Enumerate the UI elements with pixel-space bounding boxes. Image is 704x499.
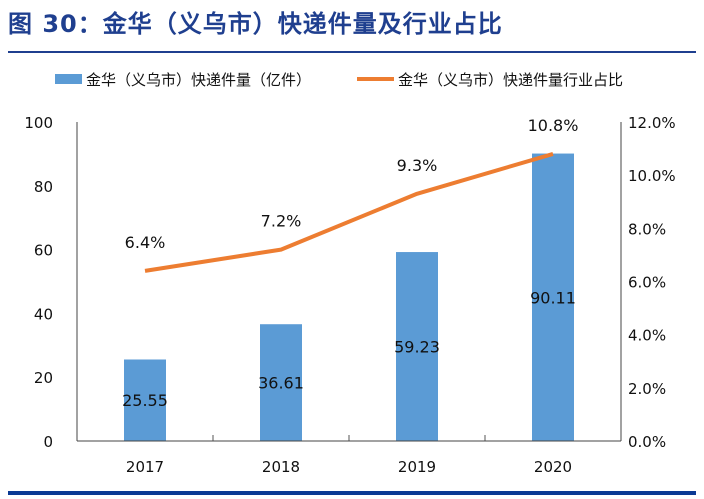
right-tick-label: 0.0%	[628, 433, 666, 451]
right-tick-label: 8.0%	[628, 220, 666, 238]
left-tick-label: 100	[24, 114, 53, 132]
line-data-label: 10.8%	[528, 116, 579, 135]
left-tick-label: 80	[34, 178, 53, 196]
x-tick-label: 2018	[262, 458, 300, 476]
share-line	[144, 151, 554, 273]
right-tick-label: 12.0%	[628, 114, 676, 132]
legend-swatch-bar	[55, 74, 82, 84]
x-tick-label: 2017	[126, 458, 164, 476]
bar-data-label: 25.55	[122, 391, 168, 410]
bar	[396, 252, 438, 441]
line-data-label: 6.4%	[125, 233, 166, 252]
figure-title: 图 30：金华（义乌市）快递件量及行业占比	[8, 10, 503, 38]
bar-data-label: 59.23	[394, 338, 440, 357]
bar	[124, 359, 166, 441]
right-tick-label: 10.0%	[628, 167, 676, 185]
left-tick-label: 0	[43, 433, 53, 451]
bar	[532, 153, 574, 441]
right-tick-label: 6.0%	[628, 274, 666, 292]
footer-divider	[8, 491, 696, 495]
left-tick-label: 40	[34, 305, 53, 323]
left-tick-label: 60	[34, 242, 53, 260]
bar-data-label: 36.61	[258, 374, 304, 393]
line-data-label: 9.3%	[397, 156, 438, 175]
left-tick-label: 20	[34, 369, 53, 387]
legend-label-bar: 金华（义乌市）快递件量（亿件）	[86, 71, 311, 89]
bar-data-label: 90.11	[530, 288, 576, 307]
right-tick-label: 4.0%	[628, 327, 666, 345]
bar	[260, 324, 302, 441]
right-tick-label: 2.0%	[628, 380, 666, 398]
x-tick-label: 2019	[398, 458, 436, 476]
line-data-label: 7.2%	[261, 212, 302, 231]
legend-label-line: 金华（义乌市）快递件量行业占比	[398, 71, 623, 89]
x-tick-label: 2020	[534, 458, 572, 476]
title-divider	[8, 51, 696, 53]
